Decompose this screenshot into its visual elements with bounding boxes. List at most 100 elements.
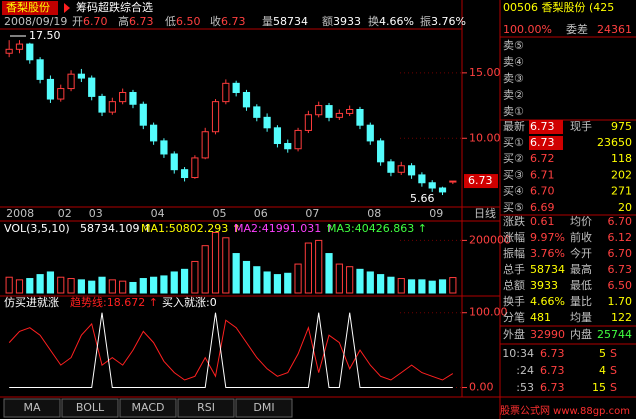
stat-value: 9.97% [530,231,565,244]
tab-label[interactable]: DMI [253,401,274,414]
stat-label: 换手 [503,294,525,308]
candle-body [418,174,426,184]
field-value: 6.73 [221,15,246,28]
stat-value: 6.70 [608,247,633,260]
volume-bar [315,239,323,294]
legend-entry: MA2:41991.031 ↑ [234,222,334,235]
candle-body [387,161,395,173]
volume-bar [26,278,34,294]
buy-vol: 20 [618,201,632,214]
x-tick-label: 2008 [6,207,34,220]
tick-side: S [610,381,617,394]
x-tick-label: 02 [58,207,72,220]
period-label: 日线 [474,206,496,220]
field-value: 58734 [273,15,308,28]
stat-label: 今开 [570,246,592,260]
volume-bar [284,272,292,294]
volume-bar [139,278,147,294]
tick-time: 10:34 [502,347,534,360]
tab[interactable] [119,398,177,418]
volume-bar [211,232,220,294]
tab[interactable] [235,398,293,418]
tab-label[interactable]: BOLL [76,401,105,414]
candle-body [88,77,96,97]
candle-body [273,127,282,145]
candle-body [449,180,457,183]
stat-value: 0.61 [530,215,555,228]
volume-bar [387,276,395,294]
stat-value: 122 [611,311,632,324]
tab[interactable] [177,398,235,418]
volume-bar [232,253,240,294]
y-tick-label: 0.00 [469,381,494,394]
stat-value: 3.76% [530,247,565,260]
buy-price: 6.70 [530,185,555,198]
field-label: 量 [262,15,273,28]
volume-bar [222,237,230,294]
annotation: 17.50 [29,29,61,42]
volume-bar [304,242,312,294]
tab[interactable] [61,398,119,418]
last-price: 6.73 [468,174,493,187]
volume-bar [36,274,44,294]
legend-entry: 58734.109 ↑ [80,222,152,235]
volume-bar [428,280,436,294]
buy-label: 买① [503,136,524,149]
buy-label: 买③ [503,168,524,181]
tick-price: 6.73 [540,381,565,394]
candle-body [15,43,24,50]
tab[interactable] [3,398,61,418]
candle-body [46,78,55,100]
candle-body [57,88,65,100]
field-label: 低 [165,15,176,28]
vol: 975 [611,120,632,133]
buy-box [529,136,563,150]
tab-label[interactable]: RSI [197,401,215,414]
tick-price: 6.73 [540,364,565,377]
candle-body [191,157,199,179]
header-field: 额3933 [322,15,361,28]
field-value: 6.70 [83,15,108,28]
sell-label: 卖⑤ [503,39,524,52]
tab-label[interactable]: MA [23,401,40,414]
candle-body [366,124,374,142]
stat-label: 前收 [570,230,592,244]
tick-side: S [610,347,617,360]
tab-label[interactable]: MACD [132,401,165,414]
y-tick-label: 10.00 [469,131,501,144]
legend-entry: MA3:40426.863 ↑ [327,222,427,235]
x-tick-label: 03 [89,207,103,220]
tick-vol: 5 [599,347,606,360]
volume-bar [180,268,189,294]
candle-body [119,91,127,103]
volume-bar [77,279,85,294]
indicator-title: 仿买进就涨 [4,295,59,309]
buy-vol: 23650 [597,136,632,149]
field-label: 收 [210,14,221,28]
sell-label: 卖① [503,105,524,118]
inner-label: 内盘 [570,327,592,341]
candle-body [335,112,343,118]
sell-label: 卖② [503,89,524,102]
stat-value: 6.50 [608,279,633,292]
last-box [529,120,563,134]
field-value: 3933 [333,15,361,28]
x-tick-label: 05 [213,207,227,220]
sell-label: 卖④ [503,56,524,69]
stat-value: 1.70 [608,295,633,308]
x-tick-label: 04 [151,207,165,220]
legend-entry: 趋势线:18.672 ↑ [70,295,158,309]
candle-body [325,105,333,118]
legend-entry: 买入就涨:0 [162,295,217,309]
volume-bar [46,271,55,294]
outer-value: 32990 [530,328,565,341]
candle-body [428,182,436,189]
stock-name: 香梨股份 [6,0,50,14]
selector[interactable]: 筹码超跌综合选 [76,0,153,14]
y-tick-label: 100.00 [469,306,508,319]
date: 2008/09/19 [4,15,67,28]
y-tick-label: 200000 [469,233,511,246]
x-tick-label: 09 [429,207,443,220]
stat-label: 涨幅 [503,231,525,244]
